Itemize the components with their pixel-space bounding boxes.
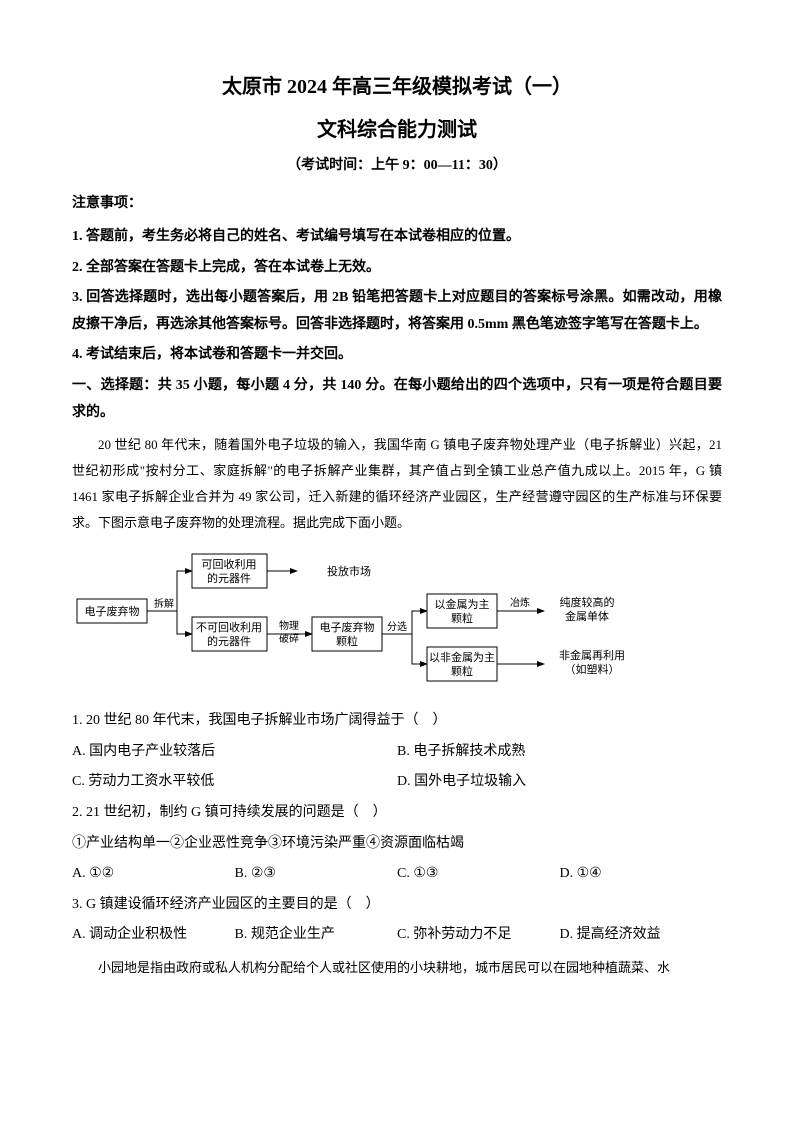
q2-option-a: A. ①②	[72, 861, 235, 888]
diag-node-pure-l2: 金属单体	[565, 609, 609, 623]
diag-node-nonmetal-l1: 以非金属为主	[429, 650, 495, 664]
q2-items: ①产业结构单一②企业恶性竞争③环境污染严重④资源面临枯竭	[72, 831, 722, 858]
diag-node-granules-l2: 颗粒	[336, 634, 358, 648]
diag-edge-crush-l1: 物理	[279, 619, 299, 632]
passage-2: 小园地是指由政府或私人机构分配给个人或社区使用的小块耕地，城市居民可以在园地种植…	[72, 955, 722, 981]
diag-edge-smelt: 冶炼	[510, 596, 530, 609]
q1-option-b: B. 电子拆解技术成熟	[397, 739, 722, 766]
diag-edge-crush-l2: 破碎	[279, 632, 299, 645]
diag-node-nonrecyclable-l1: 不可回收利用	[196, 620, 262, 634]
notice-heading: 注意事项：	[72, 192, 722, 212]
diag-node-nonrecyclable-l2: 的元器件	[207, 634, 251, 648]
main-title: 太原市 2024 年高三年级模拟考试（一）	[72, 70, 722, 99]
q1-option-c: C. 劳动力工资水平较低	[72, 769, 397, 796]
diag-edge-disassemble: 拆解	[154, 597, 174, 610]
q1-option-a: A. 国内电子产业较落后	[72, 739, 397, 766]
q3-option-d: D. 提高经济效益	[560, 922, 723, 949]
q3-option-a: A. 调动企业积极性	[72, 922, 235, 949]
q1-stem: 1. 20 世纪 80 年代末，我国电子拆解业市场广阔得益于（ ）	[72, 708, 722, 735]
q2-stem: 2. 21 世纪初，制约 G 镇可持续发展的问题是（ ）	[72, 800, 722, 827]
q1-options-row1: A. 国内电子产业较落后 B. 电子拆解技术成熟	[72, 739, 722, 766]
q2-option-b: B. ②③	[235, 861, 398, 888]
passage-1: 20 世纪 80 年代末，随着国外电子垃圾的输入，我国华南 G 镇电子废弃物处理…	[72, 432, 722, 536]
q2-options-row: A. ①② B. ②③ C. ①③ D. ①④	[72, 861, 722, 888]
diag-node-recyclable-l2: 的元器件	[207, 571, 251, 585]
diag-node-reuse-l2: （如塑料）	[565, 662, 620, 676]
diag-node-recyclable-l1: 可回收利用	[202, 557, 257, 571]
q3-stem: 3. G 镇建设循环经济产业园区的主要目的是（ ）	[72, 892, 722, 919]
exam-time: （考试时间：上午 9：00—11：30）	[72, 154, 722, 174]
diag-node-ewaste: 电子废弃物	[85, 604, 140, 618]
q3-options-row: A. 调动企业积极性 B. 规范企业生产 C. 弥补劳动力不足 D. 提高经济效…	[72, 922, 722, 949]
exam-page: 太原市 2024 年高三年级模拟考试（一） 文科综合能力测试 （考试时间：上午 …	[0, 0, 794, 1123]
process-diagram: 电子废弃物 拆解 可回收利用 的元器件 不可回收利用 的元器件 投放市场 物理 …	[72, 544, 722, 694]
q1-option-d: D. 国外电子垃圾输入	[397, 769, 722, 796]
diag-node-metal-l1: 以金属为主	[435, 597, 490, 611]
diag-node-metal-l2: 颗粒	[451, 611, 473, 625]
diag-node-reuse-l1: 非金属再利用	[559, 648, 625, 662]
diag-node-nonmetal-l2: 颗粒	[451, 664, 473, 678]
q3-option-c: C. 弥补劳动力不足	[397, 922, 560, 949]
notice-item-2: 2. 全部答案在答题卡上完成，答在本试卷上无效。	[72, 255, 722, 282]
section-heading: 一、选择题：共 35 小题，每小题 4 分，共 140 分。在每小题给出的四个选…	[72, 373, 722, 426]
sub-title: 文科综合能力测试	[72, 113, 722, 142]
notice-item-1: 1. 答题前，考生务必将自己的姓名、考试编号填写在本试卷相应的位置。	[72, 224, 722, 251]
q2-option-c: C. ①③	[397, 861, 560, 888]
q2-option-d: D. ①④	[560, 861, 723, 888]
diag-node-pure-l1: 纯度较高的	[560, 595, 615, 609]
notice-item-3: 3. 回答选择题时，选出每小题答案后，用 2B 铅笔把答题卡上对应题目的答案标号…	[72, 285, 722, 338]
diag-edge-sort: 分选	[387, 620, 407, 633]
diag-node-market: 投放市场	[327, 564, 371, 578]
diag-node-granules-l1: 电子废弃物	[320, 620, 375, 634]
q3-option-b: B. 规范企业生产	[235, 922, 398, 949]
q1-options-row2: C. 劳动力工资水平较低 D. 国外电子垃圾输入	[72, 769, 722, 796]
notice-item-4: 4. 考试结束后，将本试卷和答题卡一并交回。	[72, 342, 722, 369]
